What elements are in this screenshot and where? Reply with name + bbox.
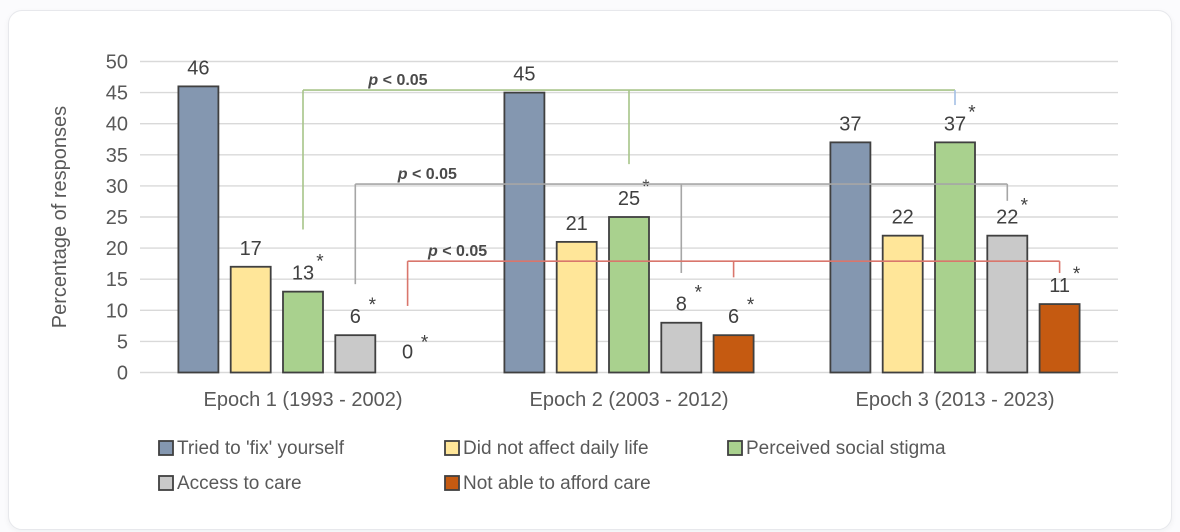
- x-axis-label: Epoch 2 (2003 - 2012): [529, 389, 728, 411]
- y-tick-label: 5: [117, 331, 128, 353]
- bar-access-to-care-epoch1: [334, 334, 377, 374]
- value-label: 37: [944, 113, 966, 135]
- legend-label: Tried to 'fix' yourself: [177, 438, 345, 459]
- value-label: 22: [996, 207, 1018, 229]
- y-tick-label: 0: [117, 363, 128, 385]
- value-label: 8: [676, 294, 687, 316]
- legend-label: Access to care: [177, 473, 302, 494]
- y-tick-label: 10: [106, 300, 128, 322]
- y-tick-label: 15: [106, 269, 128, 291]
- value-label: 11: [1049, 275, 1070, 297]
- y-tick-label: 25: [106, 207, 128, 229]
- significance-star: *: [695, 283, 703, 304]
- bar-perceived-social-stigma-epoch2: [608, 216, 650, 374]
- y-axis-title: Percentage of responses: [49, 106, 71, 328]
- value-label: 0: [402, 342, 413, 364]
- bar-did-not-affect-daily-life-epoch2: [555, 240, 598, 374]
- significance-star: *: [316, 252, 324, 273]
- value-label: 6: [350, 306, 361, 328]
- bar-access-to-care-epoch3: [986, 234, 1029, 374]
- value-label: 13: [292, 263, 314, 285]
- x-axis-label: Epoch 3 (2013 - 2023): [855, 389, 1054, 411]
- legend-label: Did not affect daily life: [463, 438, 649, 459]
- p-value-label: p < 0.05: [367, 72, 427, 89]
- legend-swatch-tried-to-fix-yourself: [158, 440, 174, 456]
- legend-swatch-perceived-social-stigma: [727, 440, 743, 456]
- legend-swatch-did-not-affect-daily-life: [444, 440, 460, 456]
- y-tick-label: 45: [106, 83, 128, 105]
- y-tick-label: 50: [106, 52, 128, 74]
- x-axis-label: Epoch 1 (1993 - 2002): [203, 389, 402, 411]
- significance-star: *: [968, 102, 976, 123]
- y-tick-label: 30: [106, 176, 128, 198]
- significance-star: *: [1073, 264, 1081, 285]
- p-value-label: p < 0.05: [397, 166, 457, 183]
- value-label: 45: [513, 64, 535, 86]
- y-tick-label: 20: [106, 238, 128, 260]
- bar-tried-to-fix-yourself-epoch2: [503, 91, 546, 374]
- value-label: 46: [187, 57, 209, 79]
- bar-access-to-care-epoch2: [660, 321, 703, 374]
- significance-star: *: [369, 295, 377, 316]
- bar-did-not-affect-daily-life-epoch3: [881, 234, 924, 374]
- value-label: 37: [839, 113, 861, 135]
- significance-star: *: [747, 295, 755, 316]
- bar-not-able-to-afford-care-epoch3: [1038, 303, 1081, 374]
- legend-label: Not able to afford care: [463, 473, 651, 494]
- value-label: 21: [566, 213, 588, 235]
- significance-star: *: [421, 333, 429, 354]
- bar-tried-to-fix-yourself-epoch1: [177, 85, 220, 374]
- y-tick-label: 35: [106, 145, 128, 167]
- value-label: 25: [618, 188, 640, 210]
- significance-star: *: [642, 177, 650, 198]
- legend-swatch-access-to-care: [158, 475, 174, 491]
- legend-label: Perceived social stigma: [746, 438, 946, 459]
- bar-did-not-affect-daily-life-epoch1: [229, 265, 272, 374]
- value-label: 22: [892, 207, 914, 229]
- bar-not-able-to-afford-care-epoch2: [712, 334, 755, 374]
- bar-perceived-social-stigma-epoch1: [282, 290, 324, 374]
- bar-perceived-social-stigma-epoch3: [934, 141, 976, 374]
- value-label: 6: [728, 306, 739, 328]
- p-value-label: p < 0.05: [427, 243, 487, 260]
- significance-star: *: [1021, 196, 1029, 217]
- value-label: 17: [240, 238, 262, 260]
- bar-tried-to-fix-yourself-epoch3: [829, 141, 872, 374]
- y-tick-label: 40: [106, 114, 128, 136]
- legend-swatch-not-able-to-afford-care: [444, 475, 460, 491]
